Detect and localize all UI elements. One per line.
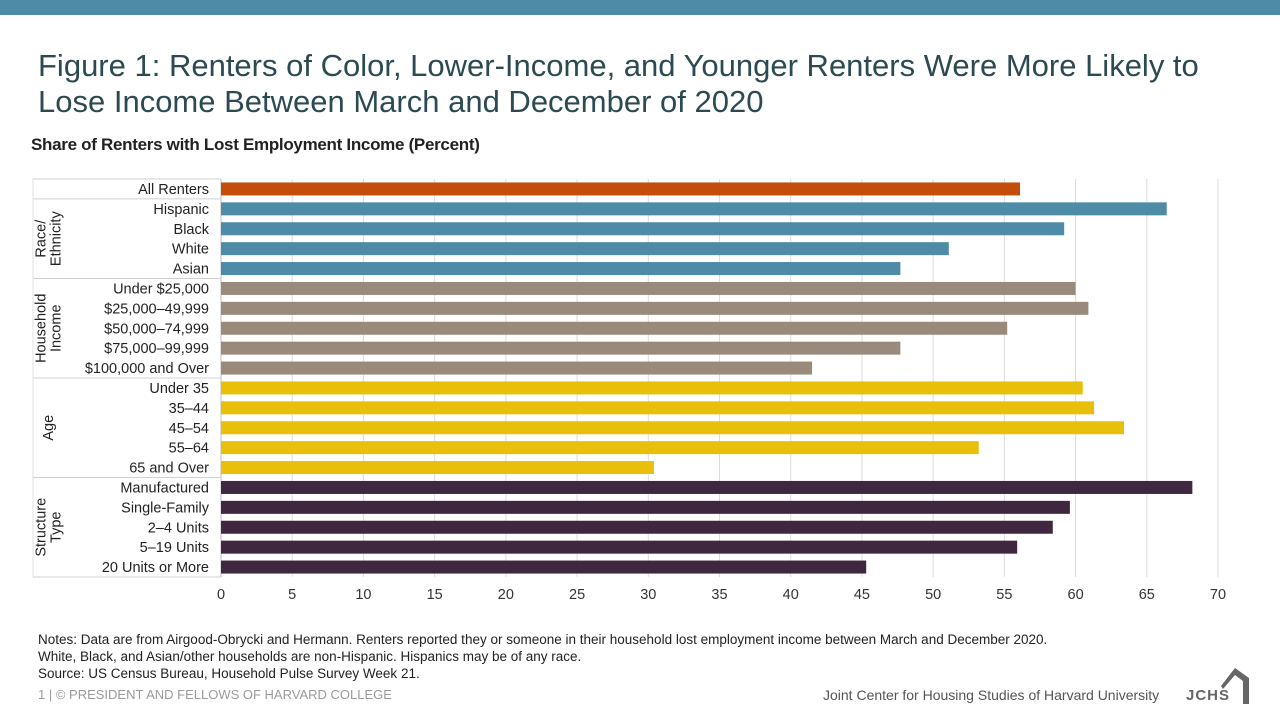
- bar-5-19-units: [221, 540, 1018, 554]
- bar-2-4-units: [221, 520, 1053, 534]
- jchs-logo-text: JCHS: [1186, 687, 1231, 704]
- bar--100-000-and-over: [221, 361, 813, 375]
- category-label: Under $25,000: [113, 281, 209, 297]
- x-tick-label-50: 50: [925, 587, 941, 603]
- category-label: 55–64: [169, 441, 209, 457]
- category-label: $50,000–74,999: [104, 321, 209, 337]
- x-tick-label-60: 60: [1068, 587, 1084, 603]
- category-label: Black: [174, 222, 210, 238]
- organization-footer: Joint Center for Housing Studies of Harv…: [823, 687, 1160, 703]
- source-line: Source: US Census Bureau, Household Puls…: [38, 666, 420, 681]
- group-label: Age: [41, 415, 57, 441]
- category-label: $75,000–99,999: [104, 341, 209, 357]
- bar-hispanic: [221, 202, 1167, 216]
- jchs-house-logo-icon: [1221, 668, 1249, 704]
- category-label: 65 and Over: [129, 461, 209, 477]
- bar-under-35: [221, 381, 1083, 395]
- x-tick-label-35: 35: [711, 587, 727, 603]
- bar-20-units-or-more: [221, 560, 867, 574]
- x-tick-label-5: 5: [288, 587, 296, 603]
- category-label: White: [172, 242, 209, 258]
- bar-all-renters: [221, 182, 1021, 196]
- category-label: 35–44: [169, 401, 209, 417]
- category-label: Manufactured: [120, 480, 209, 496]
- category-label: 45–54: [169, 421, 209, 437]
- bar--75-000-99-999: [221, 341, 901, 355]
- category-label: Single-Family: [121, 500, 210, 516]
- copyright-footer: 1 | © PRESIDENT AND FELLOWS OF HARVARD C…: [38, 687, 392, 702]
- x-tick-label-10: 10: [355, 587, 371, 603]
- x-tick-label-70: 70: [1210, 587, 1226, 603]
- bar-55-64: [221, 441, 979, 455]
- x-tick-label-25: 25: [569, 587, 585, 603]
- x-tick-label-40: 40: [783, 587, 799, 603]
- bar-white: [221, 242, 949, 256]
- bar--25-000-49-999: [221, 301, 1089, 315]
- page-title: Figure 1: Renters of Color, Lower-Income…: [38, 48, 1199, 119]
- group-label: Type: [49, 512, 65, 543]
- group-label: Structure: [34, 498, 50, 557]
- group-label: Income: [49, 304, 65, 352]
- bar-under-25-000: [221, 281, 1076, 295]
- bar-45-54: [221, 421, 1124, 435]
- x-tick-label-65: 65: [1139, 587, 1155, 603]
- note-line-2: White, Black, and Asian/other households…: [38, 649, 582, 664]
- bar-65-and-over: [221, 461, 654, 475]
- x-tick-label-15: 15: [427, 587, 443, 603]
- top-accent-bar: [0, 0, 1280, 15]
- x-tick-label-20: 20: [498, 587, 514, 603]
- bar--50-000-74-999: [221, 321, 1008, 335]
- bar-chart: 0 5 10 15 20 25 30 35 40 45 50 55 60 65 70 All Renters H…: [32, 178, 1226, 603]
- category-label: Hispanic: [153, 202, 209, 218]
- x-tick-label-45: 45: [854, 587, 870, 603]
- bar-black: [221, 222, 1065, 236]
- category-label: $25,000–49,999: [104, 301, 209, 317]
- x-tick-label-30: 30: [640, 587, 656, 603]
- category-label: 5–19 Units: [140, 540, 209, 556]
- category-label: All Renters: [138, 182, 209, 198]
- x-tick-label-55: 55: [996, 587, 1012, 603]
- bar-35-44: [221, 401, 1095, 415]
- bar-single-family: [221, 500, 1070, 514]
- group-label: Ethnicity: [49, 211, 65, 267]
- notes-block: Notes: Data are from Airgood-Obrycki and…: [38, 631, 1238, 682]
- bar-manufactured: [221, 480, 1193, 494]
- category-label: $100,000 and Over: [85, 361, 209, 377]
- category-label: Asian: [173, 262, 209, 278]
- group-label: Household: [34, 294, 50, 363]
- category-label: 2–4 Units: [148, 520, 209, 536]
- group-label: Race/: [34, 219, 50, 258]
- bar-asian: [221, 262, 901, 276]
- chart-title: Share of Renters with Lost Employment In…: [31, 135, 480, 154]
- note-line-1: Notes: Data are from Airgood-Obrycki and…: [38, 632, 1048, 647]
- category-label: 20 Units or More: [102, 560, 209, 576]
- x-tick-label-0: 0: [217, 587, 225, 603]
- category-label: Under 35: [149, 381, 209, 397]
